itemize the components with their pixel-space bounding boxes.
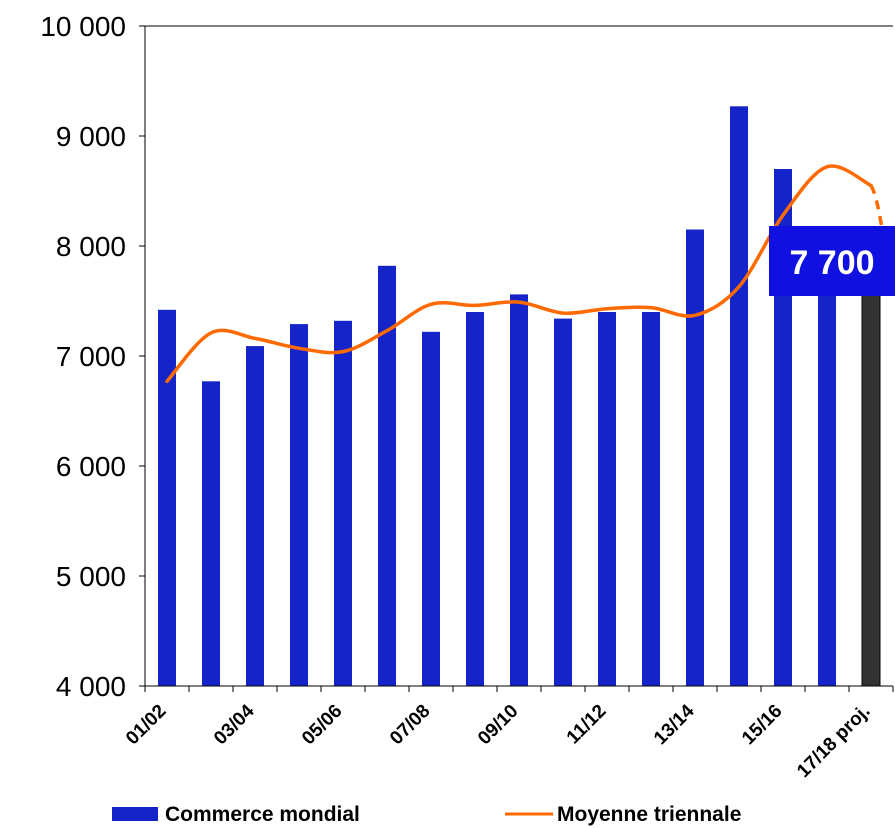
bar	[378, 265, 396, 686]
y-tick-label: 6 000	[56, 451, 126, 482]
bar	[202, 381, 220, 686]
projection-callout: 7 700	[769, 226, 895, 296]
x-tick-label: 13/14	[650, 700, 699, 749]
x-tick-label: 09/10	[474, 701, 522, 749]
bar	[466, 312, 484, 686]
bar	[554, 318, 572, 686]
moyenne-triennale-projection-line	[869, 184, 885, 236]
bar	[642, 312, 660, 686]
bar-projection	[861, 278, 881, 687]
callout-value: 7 700	[789, 244, 874, 282]
legend-line-label: Moyenne triennale	[557, 803, 741, 826]
y-axis: 10 000 9 000 8 000 7 000 6 000 5 000 4 000	[40, 11, 893, 702]
line-series	[165, 164, 885, 384]
x-tick-label: 11/12	[563, 701, 611, 749]
bar	[510, 294, 528, 686]
legend-bar-swatch	[112, 807, 158, 821]
x-tick-label: 17/18 proj.	[793, 701, 874, 782]
y-tick-label: 7 000	[56, 341, 126, 372]
bar	[818, 244, 836, 686]
y-tick-label: 5 000	[56, 561, 126, 592]
y-tick-label: 4 000	[56, 671, 126, 702]
bar	[290, 324, 308, 686]
callout-box	[769, 226, 895, 296]
x-tick-label: 03/04	[210, 700, 259, 749]
bar	[422, 331, 440, 686]
y-tick-label: 8 000	[56, 231, 126, 262]
bar-series	[158, 106, 881, 687]
x-tick-label: 07/08	[386, 701, 434, 749]
y-tick-label: 10 000	[40, 11, 126, 42]
bar	[334, 320, 352, 686]
bar	[246, 346, 264, 686]
bar	[686, 229, 704, 686]
bar	[774, 169, 792, 686]
x-tick-label: 15/16	[738, 701, 786, 749]
legend-bar-label: Commerce mondial	[165, 803, 360, 826]
moyenne-triennale-line	[165, 164, 873, 384]
bar	[598, 312, 616, 686]
y-tick-label: 9 000	[56, 121, 126, 152]
x-axis: 01/02 03/04 05/06 07/08 09/10 11/12 13/14 15/16…	[122, 685, 894, 782]
x-tick-label: 05/06	[298, 701, 346, 749]
bar	[730, 106, 748, 687]
legend: Commerce mondial Moyenne triennale	[112, 803, 741, 826]
x-tick-label: 01/02	[122, 701, 170, 749]
bar	[158, 309, 176, 686]
